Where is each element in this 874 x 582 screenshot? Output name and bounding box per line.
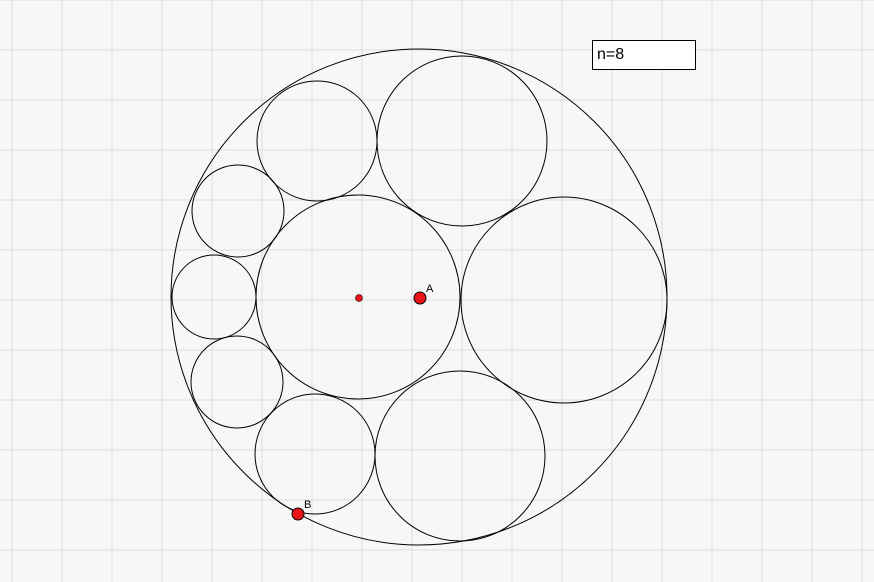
n-input-value: n=8 [597,46,625,63]
n-input-box[interactable]: n=8 [592,40,696,70]
chain-circle-1[interactable] [460,196,668,404]
chain-circle-3[interactable] [256,80,378,202]
point-b-label: B [304,499,311,511]
chain-circle-5[interactable] [171,254,257,340]
circle-layer [170,48,668,546]
chain-circle-6[interactable] [190,335,284,429]
chain-circle-7[interactable] [254,393,376,515]
chain-circle-8[interactable] [374,370,546,542]
chain-circle-4[interactable] [191,164,285,258]
point-b[interactable] [291,507,305,521]
point-a[interactable] [413,291,427,305]
center-point[interactable] [355,294,363,302]
point-layer: A B [291,283,434,521]
point-a-label: A [426,283,434,295]
